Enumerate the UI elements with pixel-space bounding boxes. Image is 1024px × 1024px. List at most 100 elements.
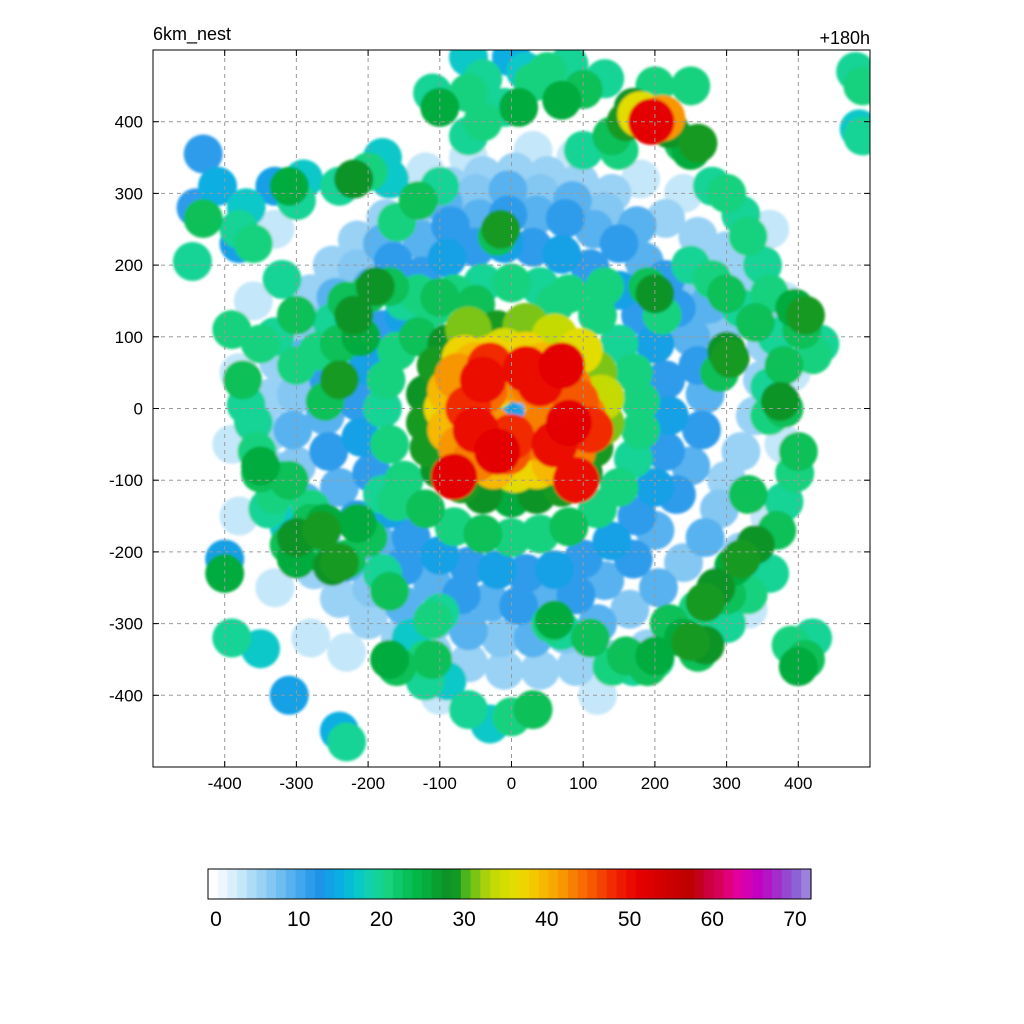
heatmap-cell [610, 589, 650, 629]
heatmap-cell [728, 216, 768, 256]
colorbar-tick-label: 60 [701, 908, 724, 931]
heatmap-cell [570, 618, 610, 658]
heatmap-cell [269, 166, 309, 206]
heatmap-cell [592, 521, 632, 561]
x-tick-label: 300 [712, 774, 740, 793]
heatmap-cell [599, 467, 639, 507]
colorbar-swatch [577, 869, 588, 899]
colorbar-swatch [276, 869, 287, 899]
colorbar-swatch [305, 869, 316, 899]
heatmap-cell [545, 399, 593, 446]
heatmap-cell [233, 403, 273, 443]
colorbar-swatch [626, 869, 637, 899]
heatmap-cell [212, 618, 252, 658]
colorbar-ticks: 0 10 20 30 40 50 60 70 [210, 908, 807, 931]
heatmap-cell [785, 295, 825, 335]
colorbar-swatch [314, 869, 326, 899]
heatmap-cell [366, 360, 406, 400]
colorbar-swatch [567, 869, 579, 899]
colorbar-tick-label: 30 [452, 908, 475, 931]
colorbar-tick-label: 70 [783, 908, 806, 931]
heatmap-cell [477, 550, 517, 590]
heatmap-cell [499, 87, 539, 127]
heatmap-cell [233, 281, 273, 321]
heatmap-cell [459, 356, 506, 403]
colorbar-swatch [217, 869, 229, 899]
heatmap-cell [760, 381, 800, 421]
heatmap-cell [301, 510, 341, 550]
heatmap-cell [728, 475, 768, 515]
heatmap-cell [621, 410, 661, 450]
colorbar-swatch [781, 869, 793, 899]
y-axis-ticks: 400 300 200 100 0 -100 -200 -300 -400 [109, 113, 870, 705]
heatmap-cell [542, 234, 582, 274]
heatmap-cell [183, 134, 223, 174]
heatmap-cell [678, 123, 718, 163]
colorbar-swatch [383, 869, 394, 899]
heatmap-cell [535, 600, 575, 640]
colorbar-swatch [295, 869, 306, 899]
heatmap-cell [549, 507, 589, 547]
heatmap-cell [319, 467, 359, 507]
heatmap-cell [241, 324, 281, 364]
colorbar-swatch [528, 869, 540, 899]
colorbar-swatch [392, 869, 404, 899]
heatmap-cell [735, 302, 775, 342]
colorbar-frame [207, 868, 812, 900]
colorbar-swatch [548, 869, 559, 899]
colorbar-swatch [655, 869, 666, 899]
colorbar-swatch [256, 869, 267, 899]
heatmap-cell [538, 342, 585, 389]
colorbar-swatch [791, 869, 802, 899]
heatmap-cell [491, 518, 532, 558]
heatmap-cell [255, 568, 295, 608]
colorbar-swatch [402, 869, 413, 899]
heatmap-cell [682, 410, 722, 450]
colorbar-swatch [645, 869, 656, 899]
heatmap-cell [291, 618, 331, 658]
heatmap-cell [223, 360, 263, 400]
colorbar-swatch [762, 869, 773, 899]
heatmap-cell [613, 353, 653, 393]
heatmap-cell [721, 539, 761, 579]
heatmap-cell [517, 195, 557, 235]
heatmap-cell [520, 650, 560, 690]
colorbar-swatch [373, 869, 384, 899]
y-tick-label: 200 [115, 256, 143, 275]
heatmap-cell [431, 206, 471, 246]
title-left: 6km_nest [153, 24, 231, 45]
colorbar-swatch [431, 869, 443, 899]
y-tick-label: -100 [109, 471, 143, 490]
heatmap-cell [273, 410, 313, 450]
heatmap-cell [542, 80, 582, 120]
colorbar-swatch [363, 869, 374, 899]
heatmap-cell [545, 198, 585, 238]
heatmap-cell [585, 267, 625, 307]
colorbar-swatch [285, 869, 297, 899]
heatmap-cell [707, 173, 747, 213]
heatmap-cell [327, 722, 367, 762]
colorbar-swatch [499, 869, 511, 899]
colorbar-swatch [538, 869, 550, 899]
colorbar-swatch [597, 869, 608, 899]
heatmap-cell [233, 224, 273, 264]
colorbar-swatch [635, 869, 647, 899]
colorbar-tick-label: 40 [535, 908, 558, 931]
y-tick-label: 300 [115, 184, 143, 203]
colorbar-swatch [324, 869, 336, 899]
heatmap-cell [552, 457, 600, 504]
heatmap-cell [370, 639, 410, 679]
x-tick-label: 100 [569, 774, 597, 793]
heatmap-cell [427, 238, 467, 278]
heatmap-field [172, 50, 870, 762]
colorbar-swatch [772, 869, 783, 899]
colorbar-swatch [616, 869, 627, 899]
colorbar-swatch [470, 869, 481, 899]
colorbar-swatch [684, 869, 695, 899]
heatmap-cell [484, 650, 524, 690]
colorbar-tick-label: 0 [210, 908, 222, 931]
colorbar-swatch [237, 869, 248, 899]
heatmap-cell [474, 428, 521, 475]
heatmap-cell [413, 600, 453, 640]
